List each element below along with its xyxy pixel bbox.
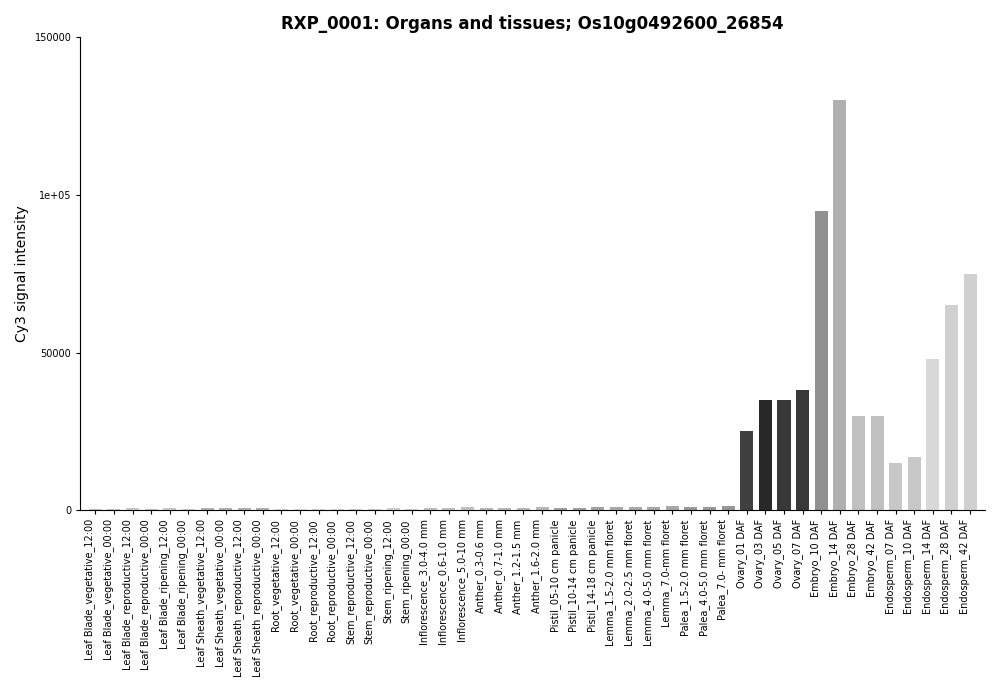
Bar: [945, 305, 958, 510]
Bar: [610, 507, 623, 510]
Bar: [722, 507, 735, 510]
Bar: [442, 508, 455, 510]
Bar: [908, 457, 921, 510]
Bar: [852, 416, 865, 510]
Bar: [740, 431, 753, 510]
Bar: [871, 416, 884, 510]
Bar: [554, 508, 567, 510]
Bar: [926, 359, 939, 510]
Bar: [387, 509, 400, 510]
Bar: [219, 509, 232, 510]
Bar: [498, 508, 511, 510]
Bar: [666, 507, 679, 510]
Bar: [461, 507, 474, 510]
Bar: [89, 509, 102, 510]
Bar: [424, 508, 437, 510]
Bar: [536, 507, 549, 510]
Bar: [833, 100, 846, 510]
Bar: [777, 400, 791, 510]
Bar: [759, 400, 772, 510]
Bar: [145, 509, 158, 510]
Bar: [275, 509, 288, 510]
Bar: [163, 509, 176, 510]
Bar: [294, 509, 307, 510]
Bar: [684, 507, 697, 510]
Bar: [647, 507, 660, 510]
Bar: [796, 390, 809, 510]
Bar: [889, 463, 902, 510]
Bar: [312, 509, 325, 510]
Bar: [517, 508, 530, 510]
Bar: [349, 509, 362, 510]
Title: RXP_0001: Organs and tissues; Os10g0492600_26854: RXP_0001: Organs and tissues; Os10g04926…: [281, 15, 784, 33]
Bar: [182, 509, 195, 510]
Y-axis label: Cy3 signal intensity: Cy3 signal intensity: [15, 206, 29, 342]
Bar: [368, 509, 381, 510]
Bar: [126, 509, 139, 510]
Bar: [573, 508, 586, 510]
Bar: [405, 509, 418, 510]
Bar: [331, 509, 344, 510]
Bar: [107, 509, 120, 510]
Bar: [480, 509, 493, 510]
Bar: [703, 507, 716, 510]
Bar: [964, 274, 977, 510]
Bar: [815, 211, 828, 510]
Bar: [629, 507, 642, 510]
Bar: [256, 508, 269, 510]
Bar: [591, 507, 604, 510]
Bar: [238, 508, 251, 510]
Bar: [201, 508, 214, 510]
